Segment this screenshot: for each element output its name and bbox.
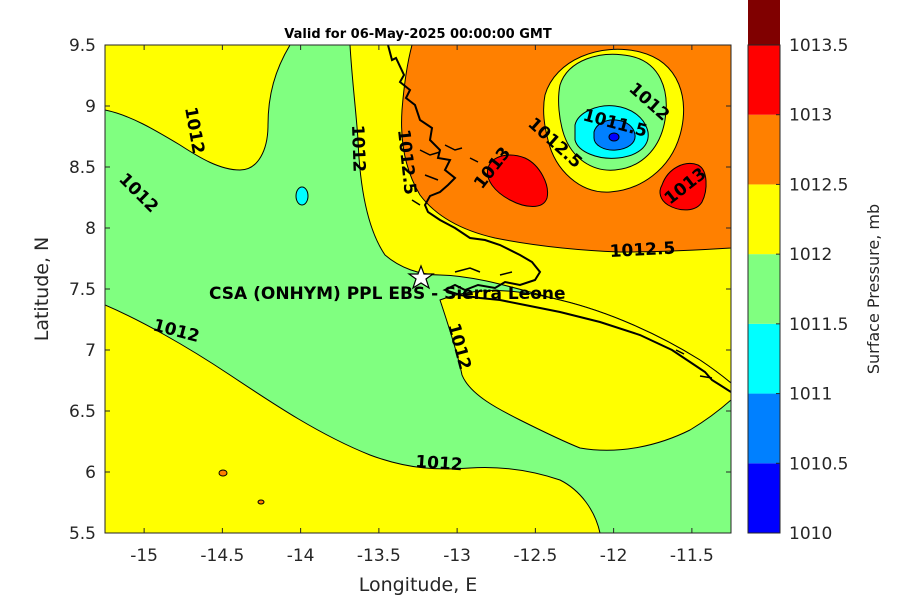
x-tick-label: -15 [130, 546, 158, 566]
colorbar-tick-label: 1013.5 [789, 36, 848, 56]
colorbar-tick-label: 1010.5 [789, 454, 848, 474]
fill-1013-east [659, 163, 707, 211]
fill-1012-mid [439, 290, 731, 451]
fill-1010 [608, 132, 620, 142]
colorbar-ticks: 1013.5 1013 1012.5 1012 1011.5 1011 1010.5 1010 [776, 36, 848, 544]
fill-1013-west [486, 154, 549, 207]
figure-title: Valid for 06-May-2025 00:00:00 GMT [284, 27, 552, 42]
colorbar-tick-label: 1012 [789, 245, 832, 265]
x-tick-label: -12.5 [513, 546, 557, 566]
y-tick-label: 6 [85, 463, 96, 483]
y-tick-label: 8.5 [69, 158, 96, 178]
small-high-contour-1 [218, 469, 228, 477]
fill-1012-topleft [105, 45, 291, 171]
colorbar-segment [748, 45, 780, 115]
small-high-contour-2 [257, 499, 265, 505]
colorbar-segment [748, 0, 780, 46]
colorbar-tick-label: 1013 [789, 106, 832, 126]
colorbar-segment [748, 114, 780, 185]
x-tick-label: -13.5 [357, 546, 401, 566]
colorbar-frame [747, 44, 781, 534]
colorbar-tick-label: 1010 [789, 524, 832, 544]
colorbar-tick-label: 1011.5 [789, 315, 848, 335]
colorbar [747, 0, 781, 534]
contour-label: 1012 [347, 124, 369, 172]
y-tick-label: 5.5 [69, 524, 96, 544]
x-tick-label: -13 [443, 546, 471, 566]
colorbar-segment [748, 463, 780, 533]
x-tick-label: -14 [287, 546, 315, 566]
site-label: CSA (ONHYM) PPL EBS - Sierra Leone [209, 284, 566, 304]
y-tick-label: 7 [85, 341, 96, 361]
y-tick-label: 7.5 [69, 280, 96, 300]
x-axis-ticks: -15 -14.5 -14 -13.5 -13 -12.5 -12 -11.5 [130, 45, 714, 566]
contour-label: 1012 [415, 452, 464, 475]
colorbar-segment [748, 184, 780, 255]
colorbar-tick-label: 1011 [789, 385, 832, 405]
colorbar-segment [748, 323, 780, 394]
y-tick-label: 9.5 [69, 36, 96, 56]
x-tick-label: -11.5 [670, 546, 714, 566]
colorbar-tick-label: 1012.5 [789, 175, 848, 195]
contour-map [105, 45, 731, 533]
x-axis-label: Longitude, E [359, 574, 478, 596]
y-axis-ticks: 5.5 6 6.5 7 7.5 8 8.5 9 9.5 [69, 36, 731, 544]
colorbar-label: Surface Pressure, mb [864, 204, 883, 374]
site-star-marker [407, 264, 435, 290]
y-tick-label: 6.5 [69, 402, 96, 422]
y-tick-label: 9 [85, 97, 96, 117]
small-low-contour [295, 186, 309, 206]
fill-1012-bottom [105, 304, 601, 533]
y-axis-label: Latitude, N [31, 237, 53, 342]
y-tick-label: 8 [85, 219, 96, 239]
coastline-islands [411, 144, 713, 379]
contour-label: 1012.5 [609, 239, 676, 262]
coastline [387, 45, 731, 393]
colorbar-segment [748, 393, 780, 464]
colorbar-segment [748, 254, 780, 324]
x-tick-label: -12 [600, 546, 628, 566]
x-tick-label: -14.5 [200, 546, 244, 566]
